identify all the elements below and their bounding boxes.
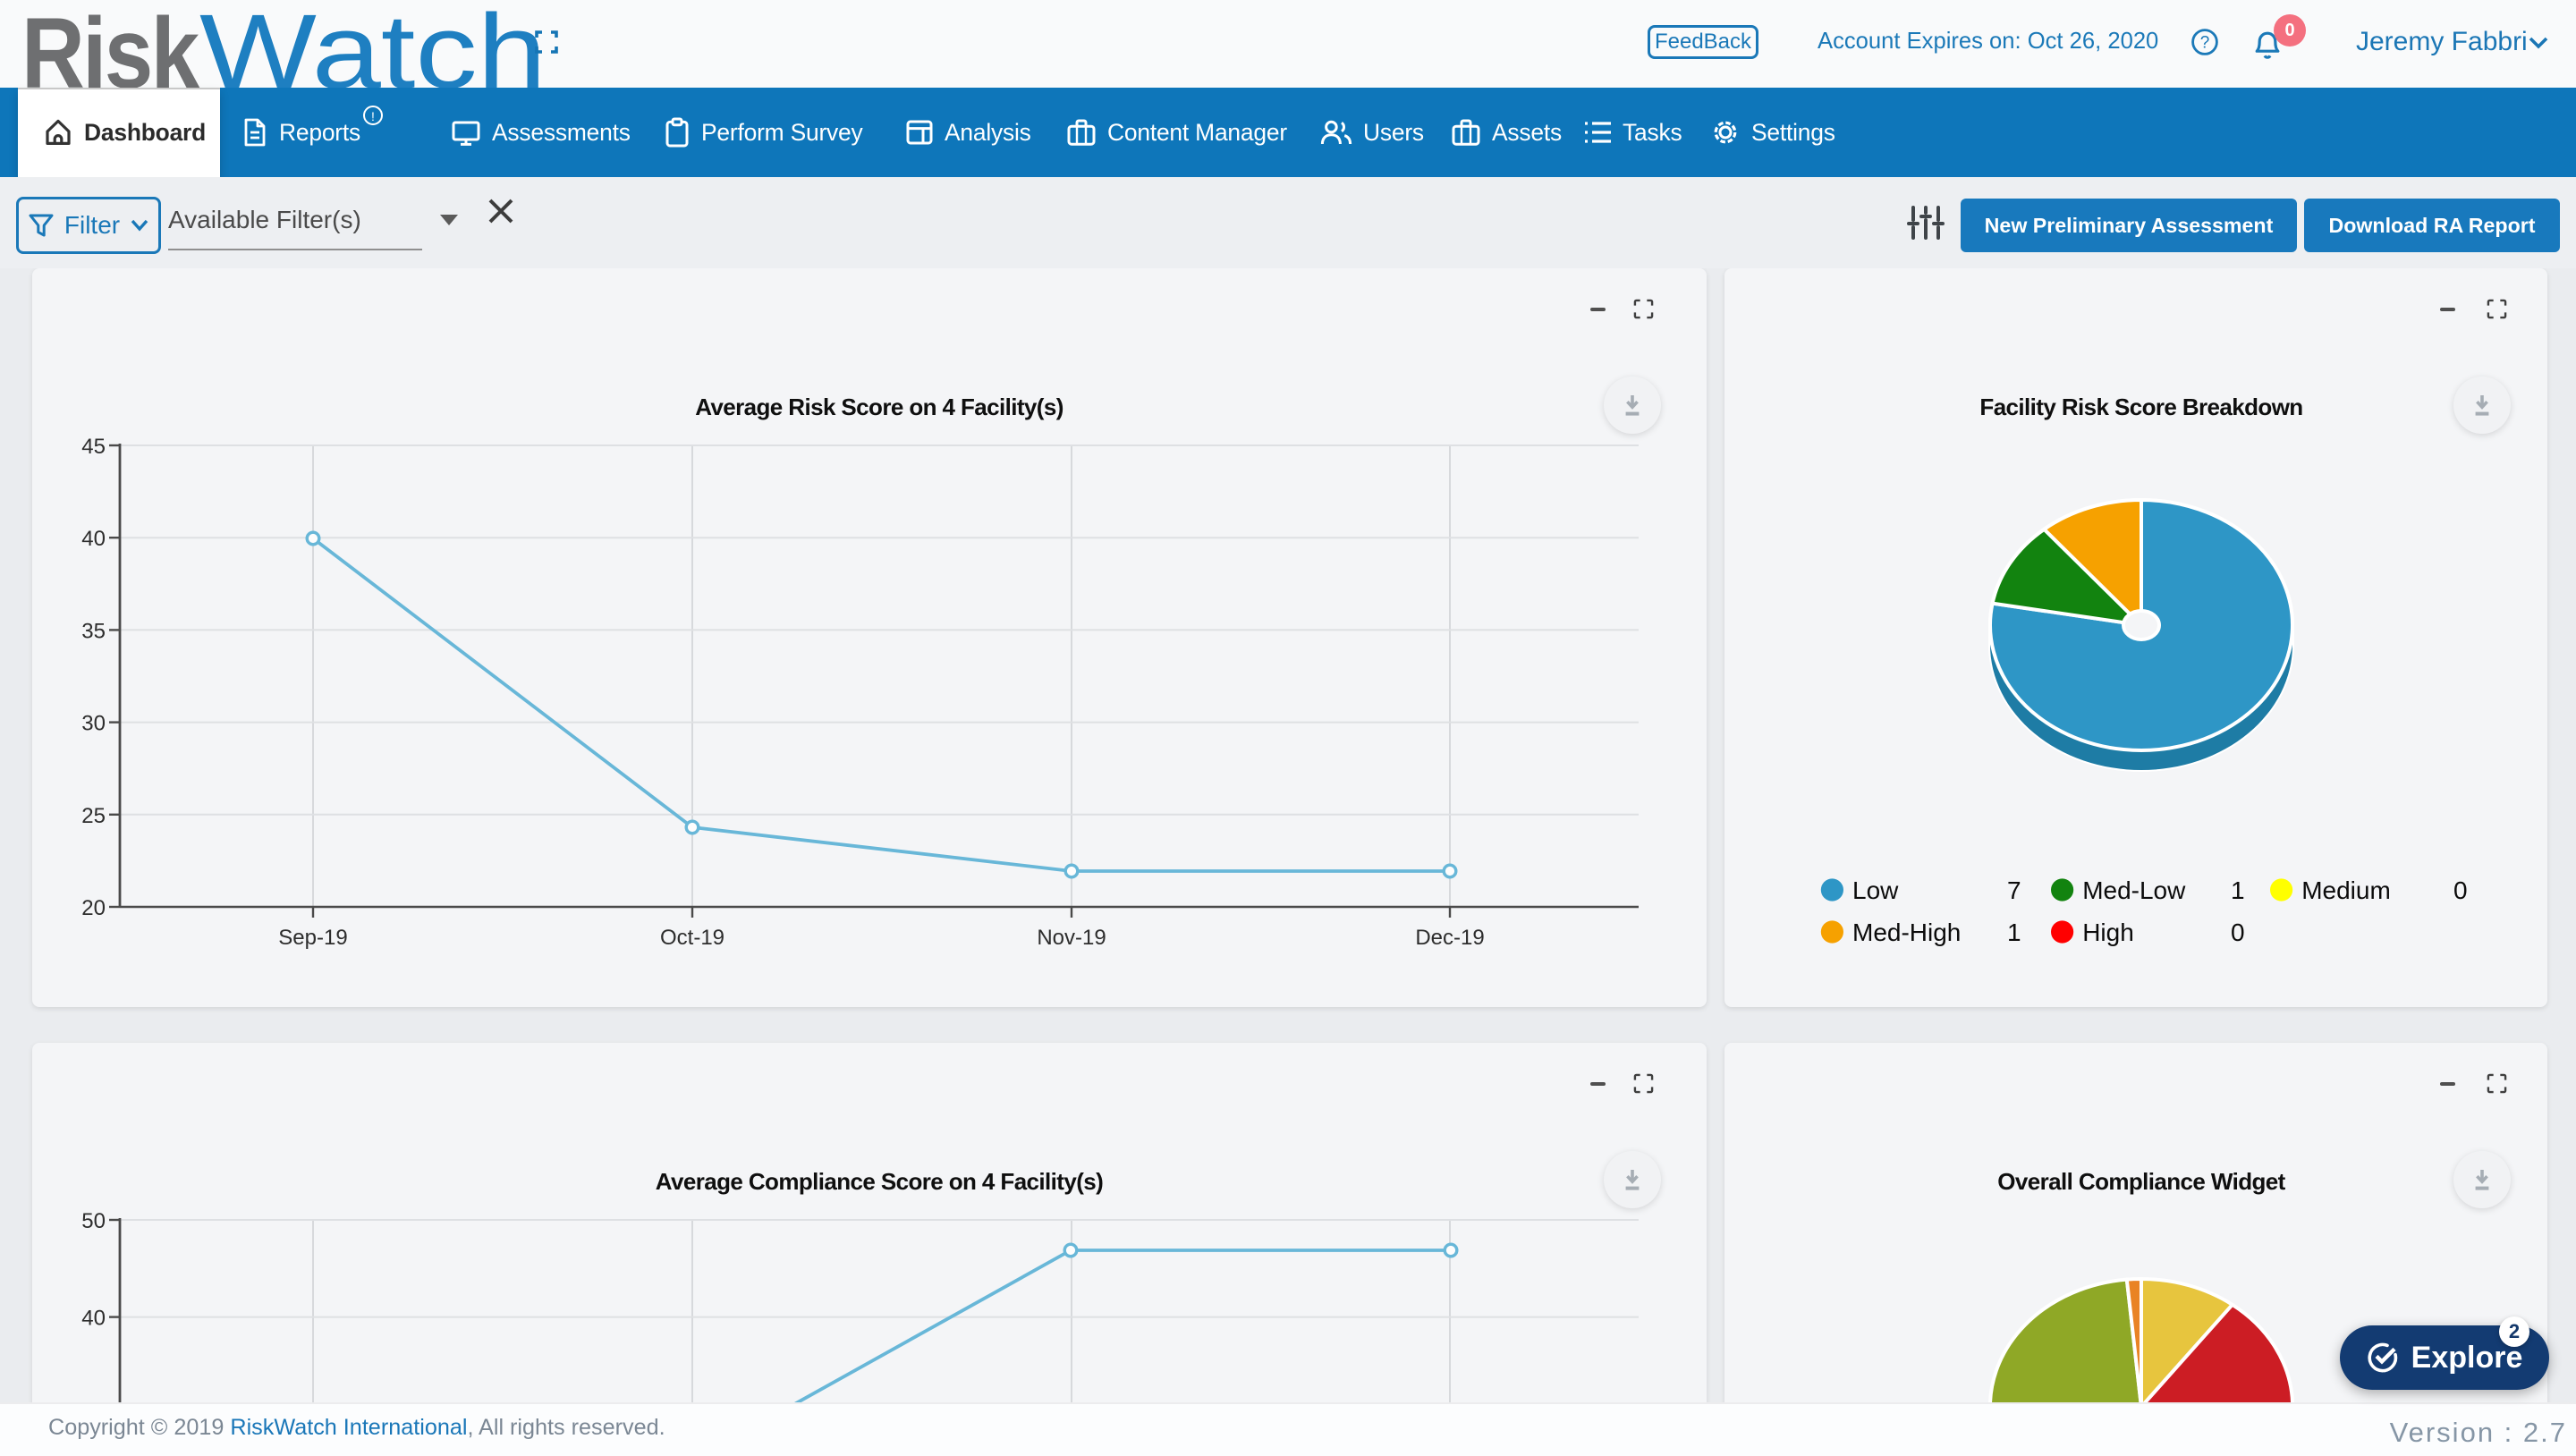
svg-text:40: 40: [81, 1307, 106, 1331]
svg-text:0: 0: [2231, 918, 2245, 946]
svg-text:30: 30: [81, 712, 106, 736]
svg-text:?: ?: [2200, 34, 2210, 53]
svg-text:Average Compliance Score on 4: Average Compliance Score on 4 Facility(s…: [656, 1168, 1103, 1195]
svg-text:Oct-19: Oct-19: [660, 926, 724, 950]
svg-text:1: 1: [2231, 876, 2245, 904]
svg-text:Dec-19: Dec-19: [1415, 926, 1484, 950]
svg-text:Low: Low: [1852, 876, 1899, 904]
svg-text:35: 35: [81, 619, 106, 643]
svg-text:Average Risk Score on 4 Facili: Average Risk Score on 4 Facility(s): [695, 394, 1063, 420]
svg-text:1: 1: [2007, 918, 2021, 946]
svg-text:Med-High: Med-High: [1852, 918, 1961, 946]
svg-text:Nov-19: Nov-19: [1037, 926, 1106, 950]
svg-text:High: High: [2082, 918, 2134, 946]
svg-text:Overall Compliance Widget: Overall Compliance Widget: [1997, 1168, 2285, 1195]
svg-text:Sep-19: Sep-19: [278, 926, 347, 950]
svg-text:Medium: Medium: [2301, 876, 2391, 904]
svg-text:Med-Low: Med-Low: [2082, 876, 2186, 904]
svg-text:25: 25: [81, 804, 106, 828]
svg-text:0: 0: [2453, 876, 2468, 904]
svg-text:40: 40: [81, 527, 106, 551]
svg-text:45: 45: [81, 435, 106, 459]
svg-text:50: 50: [81, 1209, 106, 1233]
svg-text:Facility Risk Score Breakdown: Facility Risk Score Breakdown: [1979, 394, 2302, 420]
svg-text:20: 20: [81, 896, 106, 920]
svg-text:7: 7: [2007, 876, 2021, 904]
